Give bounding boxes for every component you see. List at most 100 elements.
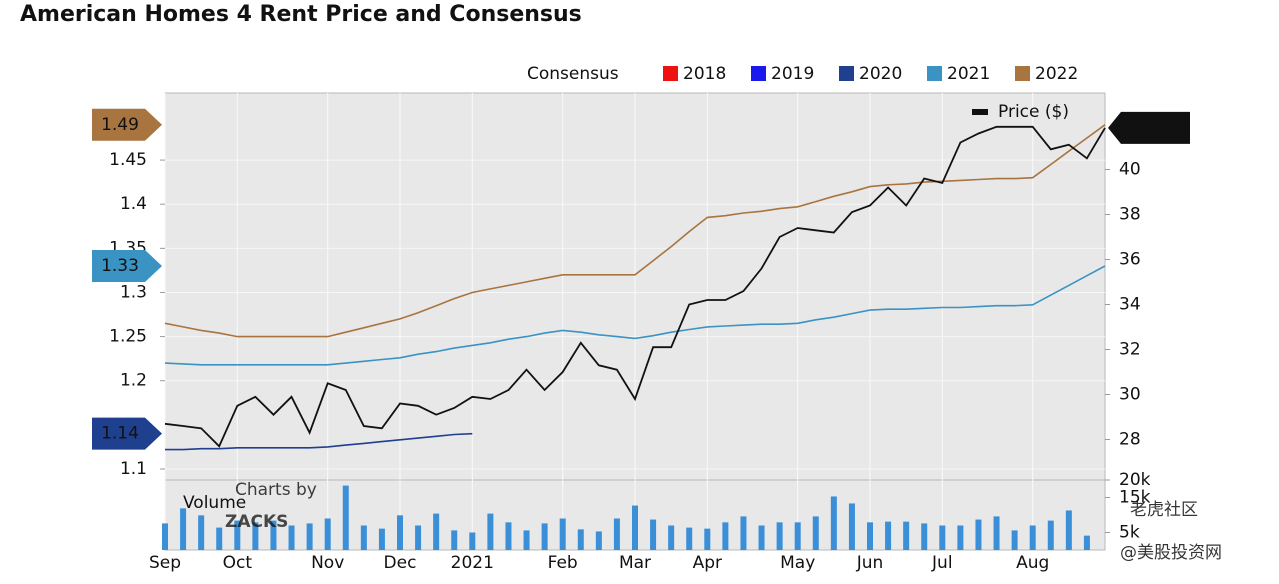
- volume-bar: [162, 523, 168, 550]
- price-legend-swatch: [972, 109, 988, 115]
- consensus-flag: [92, 249, 162, 282]
- y-tick-label: 1.2: [120, 371, 147, 391]
- consensus-flag-label: 1.49: [101, 115, 139, 135]
- volume-bar: [541, 523, 548, 550]
- x-tick-label: Jun: [856, 553, 884, 573]
- volume-bar: [686, 527, 693, 550]
- volume-bar: [957, 525, 964, 550]
- volume-bar: [1083, 535, 1090, 550]
- legend-label: 2021: [947, 64, 990, 84]
- volume-bar: [523, 530, 530, 550]
- x-tick-label: Mar: [619, 553, 651, 573]
- volume-bar: [505, 522, 512, 550]
- volume-bar: [252, 522, 259, 550]
- volume-bar: [451, 530, 458, 550]
- legend-label: 2022: [1035, 64, 1078, 84]
- volume-bar: [1065, 510, 1072, 550]
- volume-bar: [794, 522, 801, 550]
- volume-bar: [1047, 520, 1054, 550]
- volume-bar: [613, 518, 620, 550]
- volume-bar: [993, 516, 1000, 550]
- y2-tick-label: 40: [1119, 160, 1141, 180]
- overlay-handle: @美股投资网: [1120, 543, 1222, 563]
- volume-bar: [306, 523, 313, 550]
- volume-bar: [180, 508, 187, 550]
- legend-title: Consensus: [527, 64, 619, 84]
- legend-label: 2018: [683, 64, 726, 84]
- volume-bar: [632, 505, 638, 550]
- volume-bar: [885, 521, 892, 550]
- price-legend-label: Price ($): [998, 102, 1069, 122]
- x-tick-label: Feb: [548, 553, 578, 573]
- y-tick-label: 1.3: [120, 282, 147, 302]
- y-tick-label: 1.4: [120, 194, 147, 214]
- overlay-community: 老虎社区: [1130, 500, 1198, 520]
- volume-bar: [668, 525, 675, 550]
- y-tick-label: 1.45: [109, 150, 147, 170]
- volume-bar: [1029, 525, 1036, 550]
- y2-tick-label: 30: [1119, 385, 1141, 405]
- volume-bar: [722, 522, 729, 550]
- volume-bar: [830, 496, 837, 550]
- volume-bar: [288, 525, 295, 550]
- volume-bar: [198, 515, 205, 550]
- volume-bar: [577, 529, 584, 550]
- y2-tick-label: 36: [1119, 250, 1141, 270]
- y-tick-label: 1.1: [120, 459, 147, 479]
- volume-bar: [397, 515, 403, 550]
- consensus-flag: [92, 108, 162, 141]
- y2-tick-label: 38: [1119, 205, 1141, 225]
- volume-bar: [848, 503, 855, 550]
- volume-bar: [921, 523, 928, 550]
- volume-bar: [939, 525, 946, 550]
- price-flag-label: 41.85: [1126, 118, 1175, 138]
- watermark-brand: ZACKS: [225, 512, 288, 532]
- y2-tick-label: 32: [1119, 340, 1141, 360]
- legend-swatch: [839, 66, 854, 81]
- consensus-flag: [92, 417, 162, 450]
- volume-bar: [776, 522, 783, 550]
- volume-bar: [487, 513, 494, 550]
- volume-bar: [469, 532, 476, 550]
- volume-tick-label: 20k: [1119, 470, 1151, 490]
- volume-bar: [1011, 530, 1018, 550]
- x-tick-label: Jul: [931, 553, 953, 573]
- volume-bar: [378, 528, 385, 550]
- volume-tick-label: 5k: [1119, 523, 1140, 543]
- series-line: [164, 125, 1106, 448]
- consensus-flag-label: 1.33: [101, 256, 139, 276]
- chart-title: American Homes 4 Rent Price and Consensu…: [20, 2, 582, 27]
- volume-bar: [342, 485, 349, 550]
- volume-bar: [324, 518, 331, 550]
- volume-bar: [758, 525, 765, 550]
- volume-bar: [812, 516, 819, 550]
- volume-tick-label: 15k: [1119, 488, 1151, 508]
- volume-bar: [415, 525, 422, 550]
- series-line: [164, 265, 1106, 366]
- x-tick-label: Nov: [311, 553, 344, 573]
- legend-swatch: [1015, 66, 1030, 81]
- y2-tick-label: 34: [1119, 295, 1141, 315]
- x-tick-label: Apr: [693, 553, 722, 573]
- x-tick-label: Dec: [384, 553, 417, 573]
- legend-label: 2019: [771, 64, 814, 84]
- volume-bar: [360, 525, 367, 550]
- legend-label: 2020: [859, 64, 902, 84]
- volume-bar: [704, 528, 711, 550]
- volume-bar: [595, 531, 602, 550]
- volume-bar: [559, 518, 566, 550]
- legend-swatch: [663, 66, 678, 81]
- x-tick-label: Oct: [223, 553, 253, 573]
- x-tick-label: 2021: [451, 553, 494, 573]
- volume-bar: [975, 519, 982, 550]
- volume-bar: [270, 520, 277, 550]
- x-tick-label: Aug: [1016, 553, 1049, 573]
- legend-swatch: [751, 66, 766, 81]
- volume-bar: [740, 516, 747, 550]
- series-line: [164, 124, 1106, 338]
- volume-bar: [234, 520, 241, 550]
- x-tick-label: May: [780, 553, 815, 573]
- price-flag: [1108, 111, 1190, 144]
- x-tick-label: Sep: [149, 553, 181, 573]
